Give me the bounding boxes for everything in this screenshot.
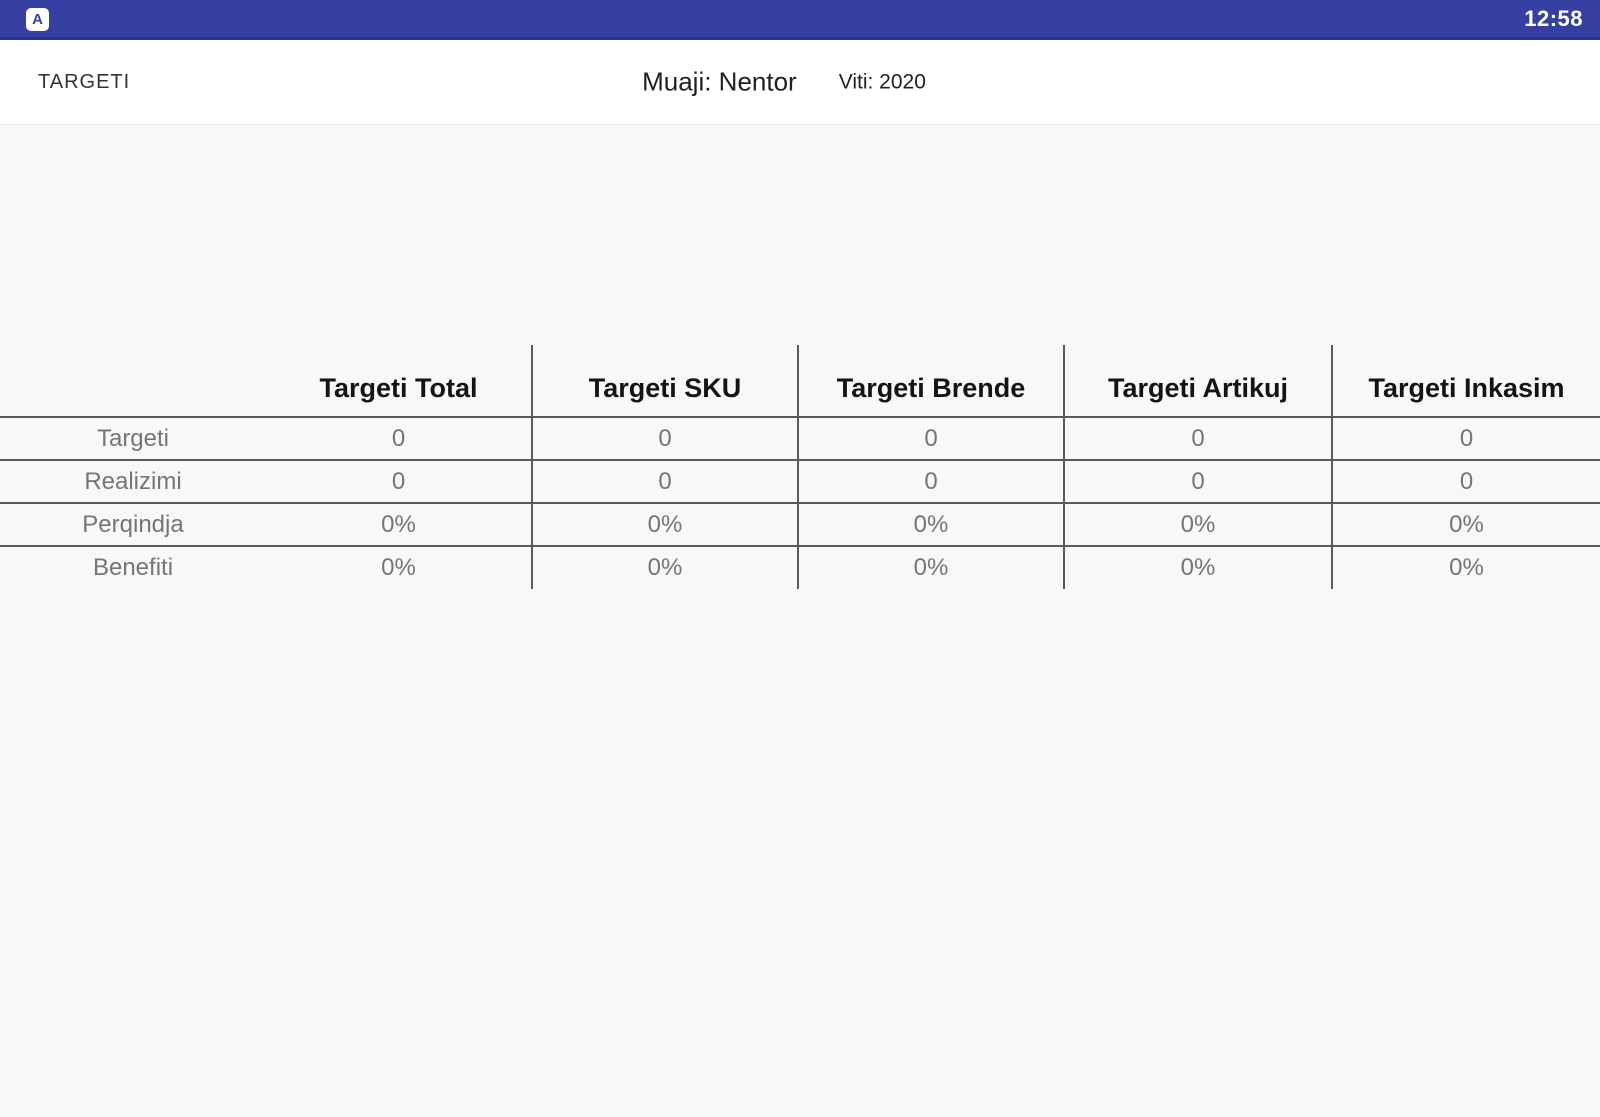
- status-bar-clock: 12:58: [1524, 5, 1583, 31]
- column-header-targeti-sku: Targeti SKU: [531, 345, 798, 417]
- app-bar: TARGETI Muaji: Nentor Viti: 2020: [0, 40, 1600, 125]
- table-cell: 0: [391, 467, 406, 495]
- table-cell: 0%: [1331, 546, 1600, 589]
- column-header-targeti-inkasim: Targeti Inkasim: [1331, 345, 1600, 417]
- table-cell: 0: [1063, 417, 1332, 460]
- row-label: Realizimi: [84, 467, 182, 495]
- table-cell: 0: [797, 460, 1064, 503]
- table-cell: 0: [531, 417, 798, 460]
- table-row-targeti: Targeti 0 0 0 0 0: [0, 417, 1600, 460]
- table-cell: 0: [1331, 460, 1600, 503]
- table-cell: 0: [1063, 460, 1332, 503]
- table-cell: 0: [391, 424, 406, 452]
- month-selector[interactable]: Muaji: Nentor: [642, 66, 797, 97]
- row-label: Targeti: [96, 424, 170, 452]
- year-selector[interactable]: Viti: 2020: [838, 70, 926, 93]
- page-title: TARGETI: [38, 70, 131, 93]
- row-label: Benefiti: [92, 554, 174, 581]
- table-cell: 0: [797, 417, 1064, 460]
- table-cell: 0: [1331, 417, 1600, 460]
- table-cell: 0: [531, 460, 798, 503]
- row-label-column-header: [0, 345, 266, 417]
- period-selectors: Muaji: Nentor Viti: 2020: [642, 67, 926, 98]
- table-cell: 0%: [1331, 503, 1600, 546]
- table-header-row: Targeti Total Targeti SKU Targeti Brende…: [0, 345, 1600, 417]
- targets-table: Targeti Total Targeti SKU Targeti Brende…: [0, 345, 1600, 589]
- table-cell: 0%: [1063, 546, 1332, 589]
- table-cell: 0%: [531, 503, 798, 546]
- app-notification-icon: A: [26, 8, 49, 31]
- table-row-benefiti: Benefiti 0% 0% 0% 0% 0%: [0, 546, 1600, 589]
- status-bar: A 12:58: [0, 0, 1600, 40]
- table-row-perqindja: Perqindja 0% 0% 0% 0% 0%: [0, 503, 1600, 546]
- main-content: Targeti Total Targeti SKU Targeti Brende…: [0, 345, 1600, 1117]
- row-label: Perqindja: [82, 510, 184, 538]
- table-cell: 0%: [797, 546, 1064, 589]
- table-cell: 0%: [531, 546, 798, 589]
- column-header-targeti-total: Targeti Total: [319, 373, 478, 403]
- table-cell: 0%: [381, 554, 416, 581]
- column-header-targeti-brende: Targeti Brende: [797, 345, 1064, 417]
- table-cell: 0%: [381, 510, 416, 538]
- column-header-targeti-artikuj: Targeti Artikuj: [1063, 345, 1332, 417]
- table-row-realizimi: Realizimi 0 0 0 0 0: [0, 460, 1600, 503]
- table-cell: 0%: [797, 503, 1064, 546]
- table-cell: 0%: [1063, 503, 1332, 546]
